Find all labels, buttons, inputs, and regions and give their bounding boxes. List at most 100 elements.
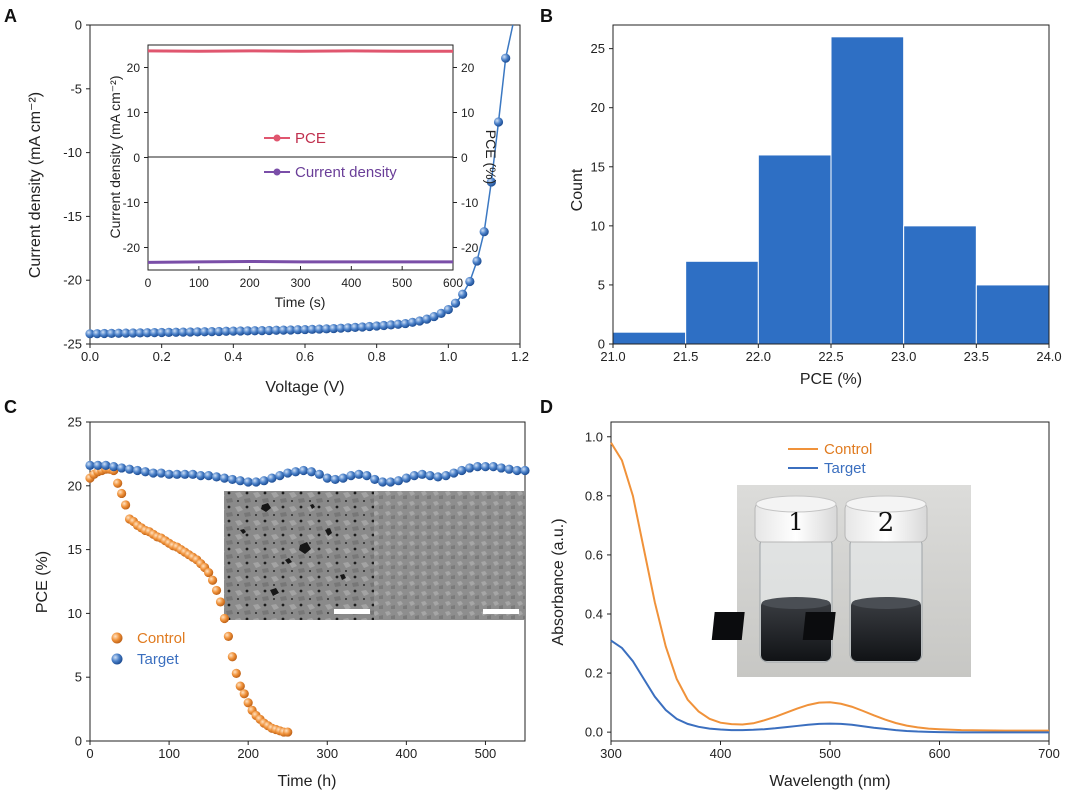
panel-a-point	[307, 324, 317, 334]
panel-a-jv-curve: 0.0 0.2 0.4 0.6 0.8 1.0 1.2 0 -5 -10 -15 -20 -25 Vo…	[27, 18, 529, 397]
sem-pinholes	[240, 503, 361, 614]
panel-c-target-point	[504, 464, 514, 474]
legend-control-marker	[111, 632, 123, 644]
panel-c-control-point	[204, 567, 214, 578]
panel-a-point	[185, 327, 195, 337]
panel-d-xtick-label: 300	[600, 746, 622, 761]
panel-a-xlabel: Voltage (V)	[265, 379, 344, 396]
panel-b-ytick-label: 0	[598, 337, 605, 352]
panel-a-point	[178, 327, 188, 337]
panel-c-xtick-label: 200	[237, 746, 259, 761]
panel-a-point	[393, 319, 403, 329]
inset-xtick-label: 400	[341, 276, 361, 290]
panel-a-point	[92, 329, 102, 339]
panel-c-target-point	[188, 469, 198, 479]
panel-c-target-point	[211, 472, 222, 482]
panel-a-point	[336, 323, 346, 333]
panel-a-point	[321, 324, 332, 334]
panel-c-control-point	[207, 575, 218, 585]
legend-control-label: Control	[137, 630, 185, 647]
panel-c-target-point	[362, 470, 372, 481]
sem-image-control	[224, 491, 374, 620]
inset-right-ytick-label: 20	[461, 61, 475, 75]
inset-ylabel-left: Current density (mA cm⁻²)	[107, 76, 123, 239]
panel-c-ytick-label: 20	[68, 478, 82, 493]
panel-b-xlabel: PCE (%)	[800, 371, 862, 388]
panel-c-target-point	[140, 467, 150, 477]
panel-c-xtick-label: 500	[475, 746, 497, 761]
panel-letter-a: A	[4, 6, 17, 26]
panel-a-point	[314, 324, 324, 334]
panel-c-stability: 0 100 200 300 400 500 0 5 10 15 20 25 Time (h) PCE…	[34, 415, 530, 790]
panel-c-target-point	[291, 467, 301, 477]
panel-c-target-point	[132, 465, 143, 476]
panel-a-point	[379, 320, 389, 331]
vial-2: 2	[802, 495, 928, 663]
panel-c-target-point	[401, 473, 411, 483]
panel-a-point	[286, 325, 296, 335]
panel-c-target-point	[204, 470, 214, 481]
panel-b-bar	[830, 36, 905, 345]
legend-pce-marker	[273, 134, 281, 142]
panel-c-target-point	[235, 476, 245, 486]
panel-c-control-point	[117, 488, 127, 499]
panel-d-ytick-label: 0.2	[585, 666, 603, 681]
panel-c-target-point	[93, 460, 103, 470]
panel-b-ytick-label: 20	[591, 100, 605, 115]
panel-a-point	[436, 308, 446, 318]
panel-b-bar	[975, 284, 1050, 345]
panel-a-point	[171, 327, 181, 337]
panel-a-ytick-label: -10	[63, 145, 82, 160]
panel-c-target-point	[180, 469, 190, 479]
sem-image-target	[374, 491, 525, 620]
panel-a-point	[357, 322, 367, 332]
panel-c-target-point	[306, 467, 317, 477]
panel-a-xtick-label: 0.4	[224, 349, 242, 364]
panel-b-histogram: 21.0 21.5 22.0 22.5 23.0 23.5 24.0 0510152025 …	[569, 24, 1062, 388]
panel-b-xtick-label: 23.0	[891, 349, 916, 364]
inset-ylabel-right: PCE (%)	[483, 130, 499, 184]
panel-d-xlabel: Wavelength (nm)	[769, 773, 890, 790]
sem-inset-images	[224, 491, 525, 620]
panel-a-point	[135, 328, 145, 338]
panel-b-xtick-label: 21.0	[600, 349, 625, 364]
inset-right-ytick-label: 10	[461, 106, 475, 120]
inset-xlabel: Time (s)	[275, 294, 326, 310]
panel-c-control-point	[239, 689, 249, 699]
panel-c-target-point	[441, 470, 451, 481]
inset-ytick-label: -10	[123, 196, 141, 210]
panel-b-ytick-label: 15	[591, 159, 605, 174]
panel-c-target-point	[520, 465, 530, 476]
panel-b-bar	[757, 154, 832, 345]
legend-d-control-label: Control	[824, 441, 872, 458]
panel-a-point	[207, 327, 217, 337]
panel-c-target-point	[496, 463, 506, 473]
legend-d-target-label: Target	[824, 460, 867, 477]
panel-c-target-point	[109, 462, 119, 472]
panel-d-xtick-label: 600	[929, 746, 951, 761]
panel-a-point	[278, 325, 289, 335]
panel-c-target-point	[393, 476, 404, 486]
panel-c-control-point	[211, 585, 222, 596]
vial-1-label: 1	[788, 508, 803, 536]
panel-c-ytick-label: 10	[68, 606, 82, 621]
panel-a-point	[293, 325, 303, 335]
panel-a-point	[157, 327, 167, 338]
panel-d-control-line	[610, 442, 1049, 732]
panel-c-xtick-label: 100	[158, 746, 180, 761]
panel-c-target-point	[251, 477, 261, 487]
inset-right-ytick-label: -20	[461, 241, 479, 255]
panel-d-ytick-label: 1.0	[585, 429, 603, 444]
panel-d-ytick-label: 0.4	[585, 606, 603, 621]
panel-letter-d: D	[540, 397, 553, 417]
inset-xtick-label: 500	[392, 276, 412, 290]
panel-b-bar	[903, 225, 977, 345]
panel-a-point	[264, 325, 274, 336]
panel-a-point	[450, 298, 461, 308]
panel-a-point	[329, 323, 339, 334]
panel-d-ytick-label: 0.6	[585, 547, 603, 562]
panel-c-control-point	[219, 613, 230, 624]
panel-b-xtick-label: 23.5	[964, 349, 989, 364]
panel-a-xtick-label: 0.6	[296, 349, 314, 364]
legend-current-density-marker	[273, 168, 281, 176]
